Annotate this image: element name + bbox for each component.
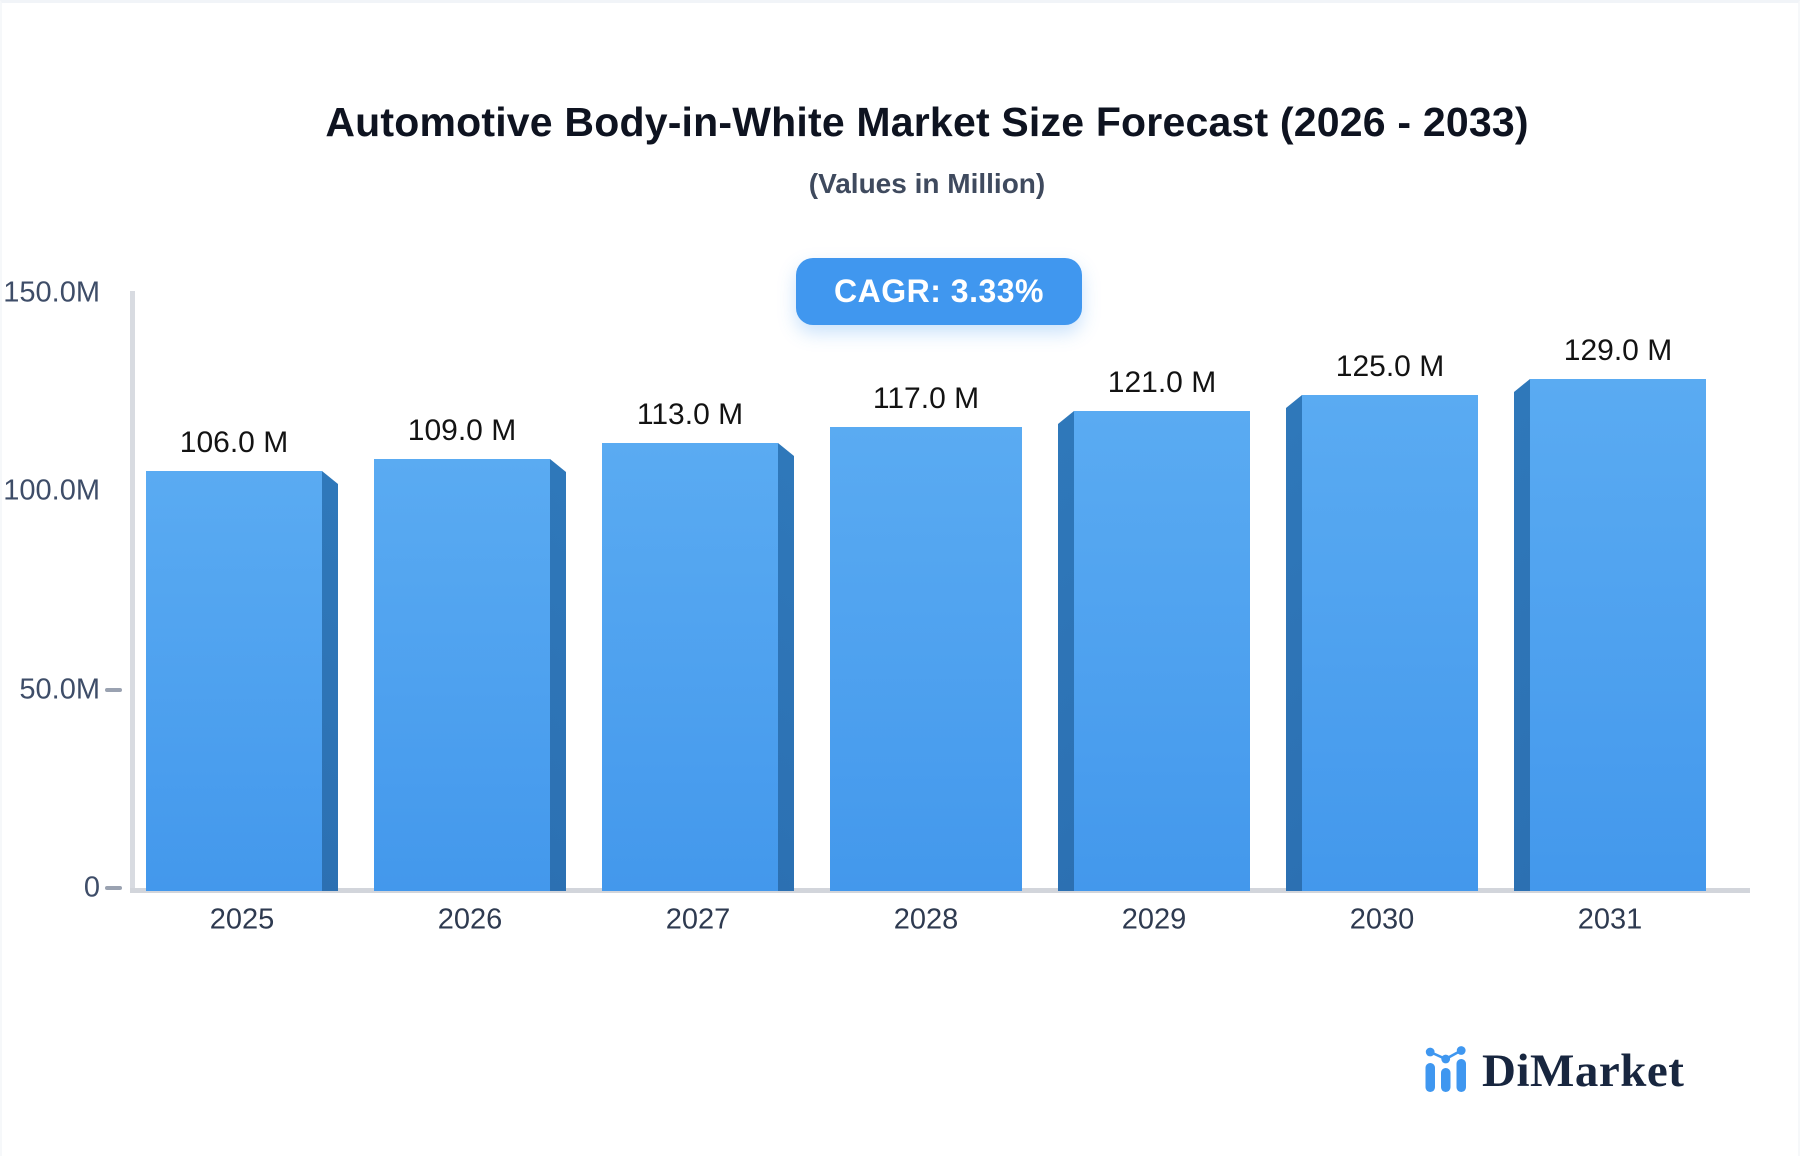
y-axis-tick-label: 50.0M — [19, 673, 100, 706]
chart-subtitle: (Values in Million) — [808, 168, 1046, 199]
y-axis-tick-label: 150.0M — [3, 276, 100, 309]
y-axis-line — [130, 291, 135, 890]
y-axis-tick-mark — [105, 886, 122, 890]
bar-2026 — [374, 459, 566, 891]
bar-face — [1302, 395, 1478, 891]
brand-name: DiMarket — [1482, 1045, 1685, 1097]
y-axis-tick-label: 0 — [83, 871, 100, 904]
chart-title: Automotive Body-in-White Market Size For… — [325, 99, 1529, 145]
bar-3d-side — [778, 443, 794, 891]
x-axis-tick-label: 2025 — [209, 903, 275, 936]
bar-face — [374, 459, 550, 891]
bar-3d-side — [1514, 379, 1530, 891]
bar-2030 — [1286, 395, 1478, 891]
cagr-badge: CAGR: 3.33% — [796, 258, 1082, 325]
bar-face — [1530, 379, 1706, 891]
x-axis-tick-label: 2027 — [665, 903, 731, 936]
y-axis-tick-label: 100.0M — [3, 474, 100, 507]
bar-face — [602, 443, 778, 891]
y-axis-tick-mark — [105, 687, 122, 692]
brand-watermark: DiMarket — [1424, 1045, 1684, 1095]
bar-value-label: 106.0 M — [179, 426, 289, 459]
bar-2025 — [146, 471, 338, 891]
chart-header: Automotive Body-in-White Market Size For… — [127, 3, 1727, 200]
bar-3d-side — [322, 471, 338, 891]
bar-value-label: 125.0 M — [1335, 350, 1445, 383]
bar-face — [146, 471, 322, 891]
bar-3d-side — [550, 459, 566, 891]
x-axis-tick-label: 2026 — [437, 903, 503, 936]
bar-value-label: 109.0 M — [407, 414, 517, 447]
bar-3d-side — [1286, 395, 1302, 891]
bar-value-label: 129.0 M — [1563, 334, 1673, 367]
bar-2029 — [1058, 411, 1250, 891]
bar-chart-plot-area: 150.0M 100.0M 50.0M 0 106.0 M 2025 109.0 M 2026… — [2, 3, 1798, 1156]
bar-value-label: 117.0 M — [872, 382, 980, 415]
bar-value-label: 113.0 M — [636, 398, 744, 431]
x-axis-tick-label: 2031 — [1577, 903, 1643, 936]
x-axis-tick-label: 2030 — [1349, 903, 1415, 936]
bar-face — [830, 427, 1022, 891]
bar-3d-side — [1058, 411, 1074, 891]
bar-2027 — [602, 443, 794, 891]
x-axis-tick-label: 2029 — [1121, 903, 1187, 936]
bar-2028 — [830, 427, 1022, 891]
x-axis-tick-label: 2028 — [893, 903, 959, 936]
mini-bar-line-chart-icon — [1425, 1046, 1466, 1092]
bar-2031 — [1514, 379, 1706, 891]
bar-face — [1074, 411, 1250, 891]
bar-value-label: 121.0 M — [1107, 366, 1217, 399]
